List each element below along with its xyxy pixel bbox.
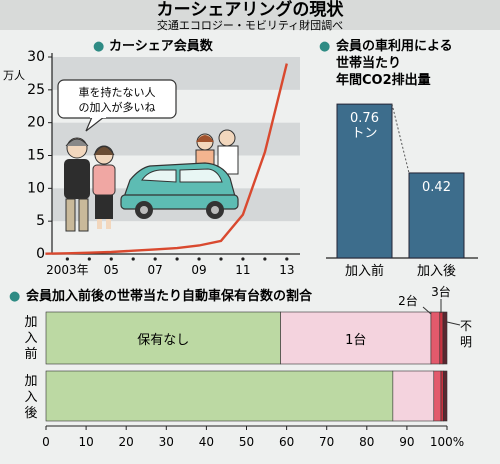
woman-body [92,164,116,196]
stacked-segment [440,370,444,422]
segment-label: 3台 [431,284,451,299]
x-tick-label: 40 [199,435,214,449]
x-tick-dot [131,257,135,261]
ownership-chart-title: 会員加入前後の世帯当たり自動車保有台数の割合 [26,288,313,304]
source-note: 交通エコロジー・モビリティ財団調べ [157,18,343,32]
y-tick-label: 0 [36,246,45,262]
x-tick-dot [87,257,91,261]
co2-value-label: トン [351,126,377,141]
stacked-segment [280,311,432,365]
stacked-segment [392,370,435,422]
member-count-line [45,63,288,255]
y-tick-label: 20 [27,115,45,131]
co2-value-label: 0.42 [422,180,451,195]
x-tick-dot [219,257,223,261]
speech-line-2: の加入が多いね [79,100,156,114]
row-label-char: 入 [24,331,37,346]
co2-title-line1: 会員の車利用による [336,38,453,54]
stacked-segment [45,370,394,422]
y-axis-unit: 万人 [3,69,25,82]
x-tick-label: 80 [359,435,374,449]
row-label-char: 入 [24,390,37,405]
man-body [64,159,90,199]
y-tick-label: 15 [27,148,45,164]
x-tick-label: 90 [399,435,414,449]
stacked-segment [442,311,448,365]
leader-line [422,306,432,315]
stacked-segment [433,370,442,422]
bullet-icon: ● [319,39,330,54]
x-tick-label: 2003年 [46,263,89,277]
speech-line-1: 車を持たない人 [79,85,156,99]
segment-label: 1台 [345,333,366,348]
stacked-segment [430,311,441,365]
x-tick-label: 09 [191,263,206,277]
co2-bar [408,172,465,259]
segment-label-char: 明 [460,335,472,349]
x-tick-label: 11 [235,263,250,277]
page-title: カーシェアリングの現状 [157,0,345,20]
stacked-segment [45,311,281,365]
stacked-segment [443,370,448,422]
co2-title-line3: 年間CO2排出量 [336,72,431,88]
x-tick-label: 60 [279,435,294,449]
row-label-char: 加 [24,374,37,389]
speech-bubble [57,79,177,119]
x-tick-label: 0 [42,435,50,449]
co2-value-label: 0.76 [350,111,379,126]
row-label-char: 前 [24,346,37,362]
x-tick-label: 50 [239,435,254,449]
y-tick-label: 10 [27,180,45,196]
co2-connector [391,103,410,174]
people-car-illustration: 車を持たない人 の加入が多いね [57,79,239,232]
x-tick-label: 20 [119,435,134,449]
x-tick-label: 70 [319,435,334,449]
x-tick-dot [241,257,245,261]
x-tick-label: 07 [148,263,163,277]
x-tick-dot [175,257,179,261]
x-tick-label: 05 [104,263,119,277]
leader-line [446,321,461,326]
segment-label: 保有なし [137,333,189,348]
x-tick-dot [109,257,113,261]
segment-label: 2台 [398,293,418,308]
x-tick-dot [285,257,289,261]
line-chart-title: カーシェア会員数 [109,38,214,54]
x-tick-dot [153,257,157,261]
x-tick-label: 10 [78,435,93,449]
grid-band [52,122,300,156]
co2-title-line2: 世帯当たり [336,55,401,71]
co2-category-label: 加入後 [417,264,456,279]
x-tick-label: 30 [159,435,174,449]
x-tick-dot [65,257,69,261]
x-tick-label: 100% [430,435,464,449]
x-tick-label: 13 [279,263,294,277]
y-tick-label: 25 [27,82,45,98]
bullet-icon: ● [9,289,20,304]
co2-category-label: 加入前 [345,263,384,279]
row-label-char: 加 [24,315,37,330]
row-label-char: 後 [24,406,37,421]
x-tick-dot [263,257,267,261]
segment-label-char: 不 [460,319,472,333]
x-tick-dot [197,257,201,261]
bullet-icon: ● [93,39,104,54]
co2-bar [336,103,393,259]
y-tick-label: 30 [27,49,45,65]
stacked-segment [439,311,444,365]
y-tick-label: 5 [36,213,45,229]
